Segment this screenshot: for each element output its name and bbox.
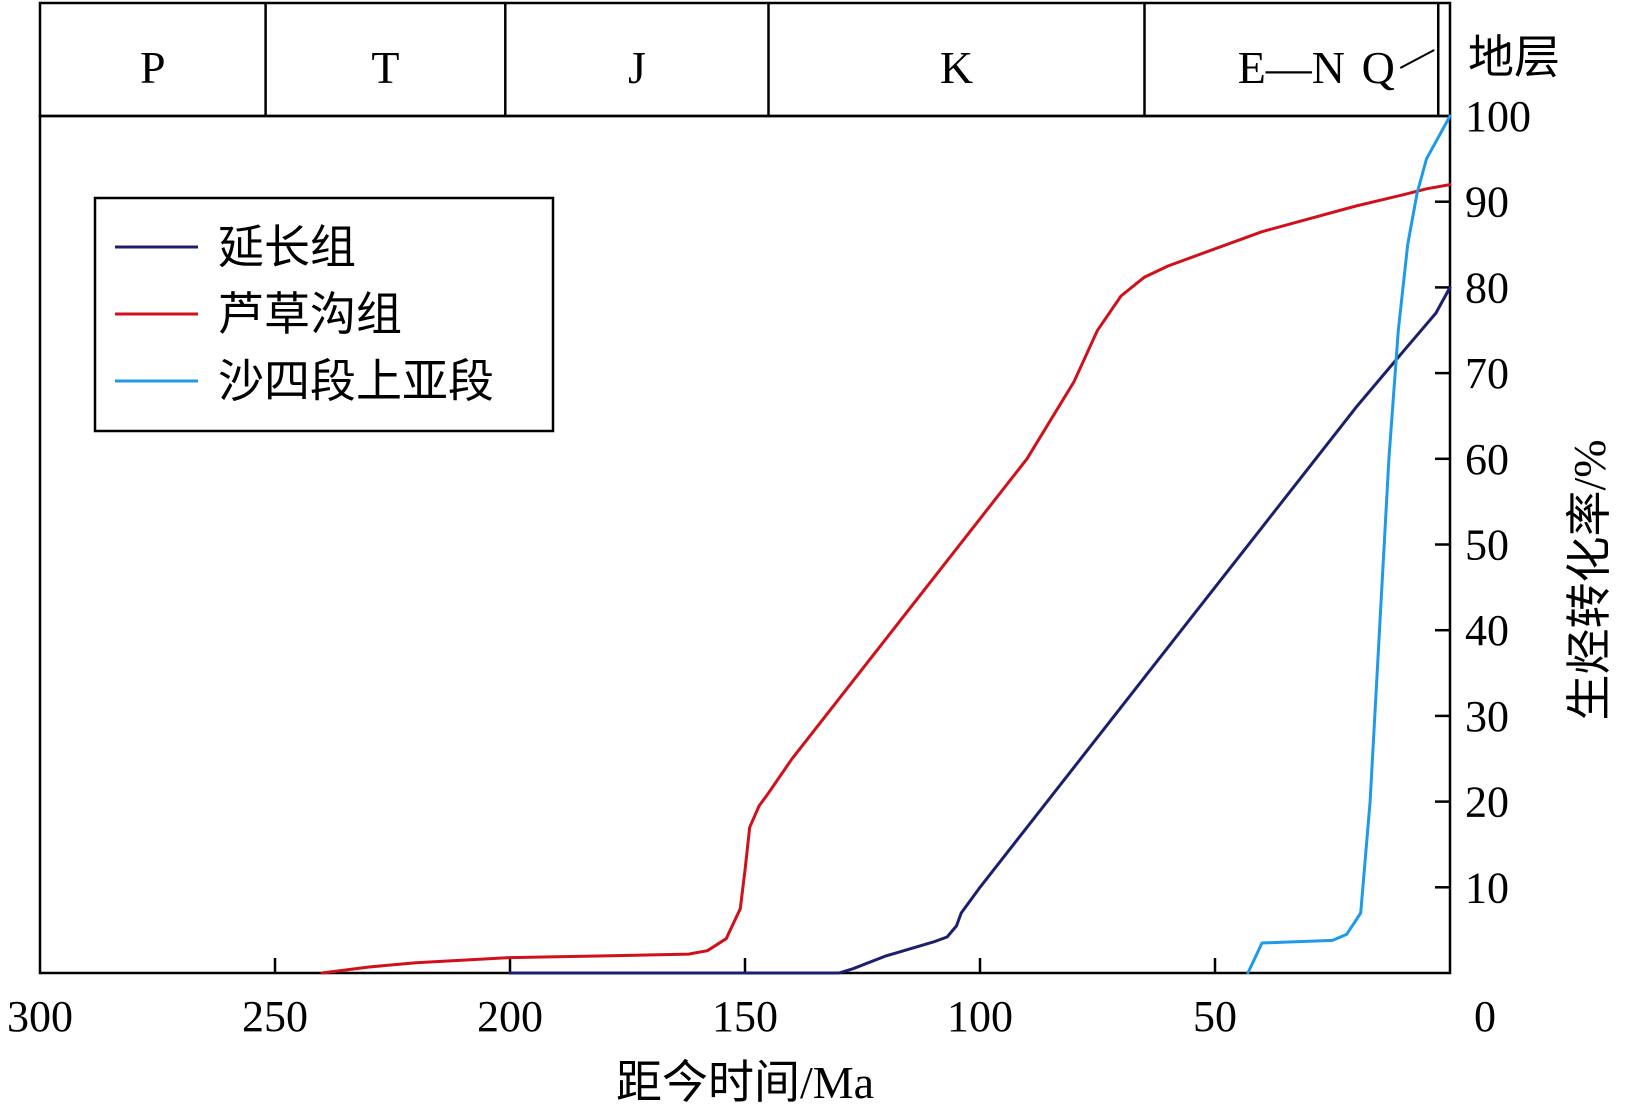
strata-T: T — [371, 42, 399, 93]
x-axis: 300 250 200 150 100 50 0 — [7, 958, 1496, 1041]
x-tick-label: 300 — [7, 992, 73, 1041]
strata-header: P T J K E—N Q — [140, 3, 1440, 116]
y-tick-label: 10 — [1465, 863, 1509, 912]
series-line-2 — [320, 183, 1452, 975]
strata-K: K — [940, 42, 973, 93]
y-tick-label: 90 — [1465, 178, 1509, 227]
y-axis: 10 20 30 40 50 60 70 80 90 100 — [1435, 92, 1531, 912]
y-axis-title: 生烃转化率/% — [1564, 439, 1615, 720]
strata-Q: Q — [1362, 42, 1395, 93]
legend-box — [93, 196, 555, 433]
y-tick-label: 50 — [1465, 521, 1509, 570]
y-tick-label: 30 — [1465, 692, 1509, 741]
y-tick-label: 20 — [1465, 778, 1509, 827]
y-tick-label: 70 — [1465, 349, 1509, 398]
series-line-1 — [508, 285, 1452, 975]
strata-E—N: E—N — [1238, 42, 1345, 93]
strata-P: P — [140, 42, 166, 93]
series-line-3 — [1246, 114, 1452, 975]
y-tick-label: 60 — [1465, 435, 1509, 484]
legend-label: 延长组 — [218, 222, 356, 273]
x-tick-label: 250 — [242, 992, 308, 1041]
x-tick-label: 0 — [1474, 992, 1496, 1041]
strata-q-leader — [1399, 49, 1435, 69]
y-tick-label: 40 — [1465, 606, 1509, 655]
y-tick-label: 100 — [1465, 92, 1531, 141]
strata-axis-label: 地层 — [1468, 32, 1560, 83]
x-tick-label: 100 — [947, 992, 1013, 1041]
legend-label: 沙四段上亚段 — [218, 356, 494, 407]
x-tick-label: 150 — [712, 992, 778, 1041]
legend-label: 芦草沟组 — [218, 289, 402, 340]
strata-J: J — [628, 42, 646, 93]
x-tick-label: 50 — [1193, 992, 1237, 1041]
x-tick-label: 200 — [477, 992, 543, 1041]
y-tick-label: 80 — [1465, 263, 1509, 312]
series-group — [320, 114, 1452, 975]
x-axis-title: 距今时间/Ma — [616, 1057, 874, 1108]
